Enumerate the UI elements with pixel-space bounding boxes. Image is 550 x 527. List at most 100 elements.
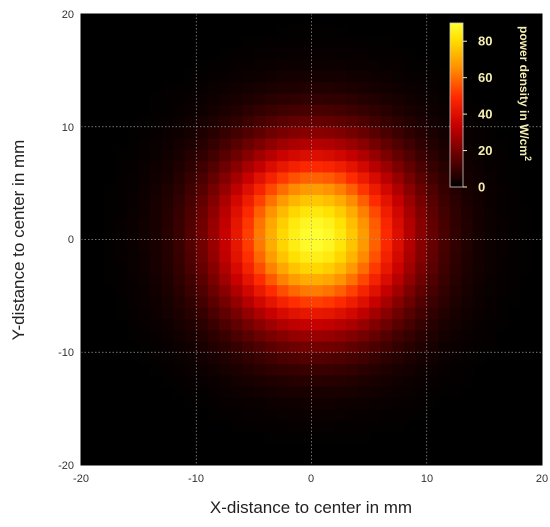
heatmap-cell	[392, 104, 405, 117]
heatmap-cell	[380, 205, 393, 218]
heatmap-cell	[334, 205, 347, 218]
heatmap-cell	[253, 318, 266, 331]
heatmap-cell	[127, 329, 140, 342]
heatmap-cell	[403, 250, 416, 263]
heatmap-cell	[184, 149, 197, 162]
heatmap-cell	[276, 216, 290, 229]
heatmap-cell	[299, 205, 313, 218]
heatmap-cell	[334, 329, 347, 342]
heatmap-cell	[115, 183, 128, 196]
heatmap-cell	[392, 70, 405, 83]
heatmap-cell	[311, 160, 324, 173]
heatmap-cell	[334, 307, 347, 320]
heatmap-cell	[415, 329, 428, 342]
heatmap-cell	[461, 92, 474, 105]
heatmap-cell	[138, 284, 151, 297]
heatmap-cell	[461, 318, 474, 331]
heatmap-cell	[207, 250, 220, 263]
heatmap-cell	[207, 284, 220, 297]
heatmap-cell	[276, 171, 290, 184]
heatmap-cell	[288, 149, 301, 162]
heatmap-cell	[150, 160, 163, 173]
heatmap-cell	[461, 307, 474, 320]
heatmap-cell	[196, 352, 209, 365]
heatmap-cell	[150, 295, 163, 308]
heatmap-cell	[415, 115, 428, 128]
heatmap-cell	[392, 115, 405, 128]
heatmap-cell	[357, 329, 370, 342]
heatmap-cell	[127, 194, 140, 207]
heatmap-cell	[472, 126, 485, 139]
heatmap-cell	[323, 228, 336, 241]
heatmap-cell	[369, 340, 382, 353]
heatmap-cell	[184, 284, 197, 297]
heatmap-cell	[276, 92, 290, 105]
heatmap-cell	[288, 36, 301, 49]
heatmap-cell	[380, 307, 393, 320]
heatmap-cell	[253, 183, 266, 196]
heatmap-cell	[357, 262, 370, 274]
heatmap-cell	[449, 273, 462, 286]
heatmap-cell	[299, 47, 313, 60]
heatmap-cell	[288, 160, 301, 173]
heatmap-cell	[253, 92, 266, 105]
heatmap-cell	[219, 149, 232, 162]
heatmap-cell	[403, 262, 416, 274]
heatmap-cell	[415, 250, 428, 263]
heatmap-cell	[369, 228, 382, 241]
heatmap-cell	[288, 284, 301, 297]
heatmap-cell	[380, 160, 393, 173]
heatmap-cell	[403, 194, 416, 207]
heatmap-cell	[173, 126, 186, 139]
heatmap-cell	[357, 183, 370, 196]
heatmap-cell	[323, 183, 336, 196]
heatmap-cell	[323, 262, 336, 274]
heatmap-cell	[392, 374, 405, 387]
heatmap-cell	[173, 228, 186, 241]
heatmap-cell	[380, 138, 393, 150]
heatmap-cell	[161, 318, 174, 331]
heatmap-cell	[253, 329, 266, 342]
heatmap-cell	[173, 363, 186, 376]
heatmap-cell	[288, 318, 301, 331]
heatmap-cell	[415, 149, 428, 162]
heatmap-cell	[472, 262, 485, 274]
heatmap-cell	[323, 295, 336, 308]
heatmap-cell	[207, 194, 220, 207]
heatmap-cell	[276, 194, 290, 207]
heatmap-cell	[472, 205, 485, 218]
heatmap-cell	[449, 228, 462, 241]
heatmap-cell	[184, 228, 197, 241]
heatmap-cell	[219, 194, 232, 207]
heatmap-cell	[184, 318, 197, 331]
heatmap-cell	[196, 363, 209, 376]
heatmap-cell	[495, 284, 509, 297]
heatmap-cell	[426, 295, 439, 308]
heatmap-cell	[196, 397, 209, 410]
heatmap-cell	[369, 307, 382, 320]
heatmap-cell	[230, 104, 243, 117]
heatmap-cell	[369, 419, 382, 432]
heatmap-cell	[104, 273, 117, 286]
heatmap-cell	[207, 126, 220, 139]
heatmap-cell	[380, 262, 393, 274]
heatmap-cell	[346, 284, 359, 297]
heatmap-cell	[403, 149, 416, 162]
heatmap-cell	[253, 352, 266, 365]
heatmap-cell	[219, 397, 232, 410]
heatmap-cell	[380, 273, 393, 286]
heatmap-cell	[196, 329, 209, 342]
heatmap-cell	[242, 386, 255, 398]
heatmap-cell	[230, 81, 243, 94]
heatmap-cell	[415, 363, 428, 376]
heatmap-cell	[173, 262, 186, 274]
heatmap-cell	[184, 138, 197, 150]
heatmap-cell	[288, 329, 301, 342]
heatmap-cell	[138, 194, 151, 207]
heatmap-cell	[173, 171, 186, 184]
heatmap-cell	[207, 295, 220, 308]
heatmap-cell	[184, 250, 197, 263]
heatmap-cell	[334, 431, 347, 444]
heatmap-cell	[392, 194, 405, 207]
heatmap-cell	[449, 239, 462, 252]
